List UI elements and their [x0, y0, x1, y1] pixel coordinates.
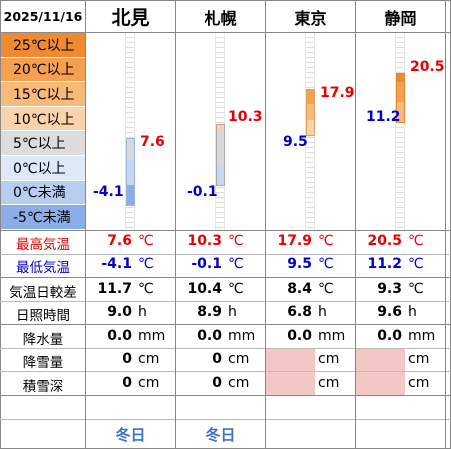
max-temp-value-shizuoka: 20.5: [367, 233, 402, 249]
snow-depth-unit-sapporo: cm: [228, 375, 250, 391]
snowfall-unit-shizuoka: cm: [408, 351, 430, 367]
temp-range-unit-tokyo: ℃: [318, 281, 334, 297]
snowdepth-na-tokyo: [266, 372, 315, 395]
precip-unit-kitami: mm: [138, 328, 166, 344]
max-temp-value-sapporo: 10.3: [187, 233, 222, 249]
temp-bar-tokyo: [306, 89, 315, 136]
max-temp-unit-shizuoka: ℃: [408, 233, 424, 249]
snowfall-na-shizuoka: [356, 348, 405, 371]
snowfall-na-tokyo: [266, 348, 315, 371]
row-label-max-temp: 最高気温: [16, 237, 70, 253]
max-temp-unit-kitami: ℃: [138, 233, 154, 249]
snowfall-value-kitami: 0: [122, 351, 132, 367]
snow-depth-unit-shizuoka: cm: [408, 375, 430, 391]
max-temp-unit-tokyo: ℃: [318, 233, 334, 249]
min-temp-unit-kitami: ℃: [138, 256, 154, 272]
sunshine-value-shizuoka: 9.6: [377, 304, 402, 320]
city-header-sapporo: 札幌: [204, 8, 237, 28]
chart-track-kitami: [125, 32, 135, 230]
sunshine-value-tokyo: 6.8: [287, 304, 312, 320]
max-temp-value-kitami: 7.6: [107, 233, 132, 249]
chart-max-label-tokyo: 17.9: [320, 85, 355, 101]
note-sapporo: 冬日: [205, 425, 236, 444]
sunshine-value-sapporo: 8.9: [197, 304, 222, 320]
temp-bar-shizuoka: [396, 73, 405, 123]
min-temp-unit-tokyo: ℃: [318, 256, 334, 272]
precip-value-tokyo: 0.0: [287, 328, 312, 344]
chart-min-label-kitami: -4.1: [93, 184, 124, 200]
snowfall-unit-tokyo: cm: [318, 351, 340, 367]
city-header-tokyo: 東京: [294, 8, 327, 28]
min-temp-value-shizuoka: 11.2: [367, 256, 402, 272]
sunshine-unit-tokyo: h: [318, 304, 327, 320]
chart-max-label-shizuoka: 20.5: [410, 59, 445, 75]
precip-unit-tokyo: mm: [318, 328, 346, 344]
temp-range-value-shizuoka: 9.3: [377, 281, 402, 297]
chart-max-label-sapporo: 10.3: [228, 109, 263, 125]
snowdepth-na-shizuoka: [356, 372, 405, 395]
legend-25-above: 25℃以上: [1, 33, 85, 58]
note-kitami: 冬日: [115, 425, 146, 444]
row-label-temp-range: 気温日較差: [9, 285, 77, 301]
snow-depth-unit-kitami: cm: [138, 375, 160, 391]
precip-value-sapporo: 0.0: [197, 328, 222, 344]
city-header-kitami: 北見: [111, 7, 150, 29]
sunshine-value-kitami: 9.0: [107, 304, 132, 320]
temp-bar-kitami: [126, 138, 135, 206]
legend-0-below: 0℃未満: [1, 180, 85, 206]
temp-range-unit-kitami: ℃: [138, 281, 154, 297]
temp-range-unit-sapporo: ℃: [228, 281, 244, 297]
sunshine-unit-shizuoka: h: [408, 304, 417, 320]
temp-range-value-kitami: 11.7: [97, 281, 132, 297]
snowfall-unit-sapporo: cm: [228, 351, 250, 367]
min-temp-unit-shizuoka: ℃: [408, 256, 424, 272]
chart-track-shizuoka: [395, 32, 405, 230]
chart-min-label-sapporo: -0.1: [187, 184, 218, 200]
max-temp-unit-sapporo: ℃: [228, 233, 244, 249]
legend-20-above: 20℃以上: [1, 57, 85, 83]
chart-max-label-kitami: 7.6: [140, 134, 165, 150]
row-label-snow-depth: 積雪深: [22, 379, 64, 395]
legend-10-above: 10℃以上: [1, 106, 85, 132]
date-label: 2025/11/16: [3, 9, 83, 24]
chart-min-label-tokyo: 9.5: [283, 134, 308, 150]
snow-depth-value-kitami: 0: [122, 375, 132, 391]
temp-range-value-tokyo: 8.4: [287, 281, 312, 297]
legend-15-above: 15℃以上: [1, 82, 85, 107]
row-label-snowfall: 降雪量: [22, 355, 64, 371]
snow-depth-unit-tokyo: cm: [318, 375, 340, 391]
sunshine-unit-kitami: h: [138, 304, 147, 320]
row-label-precip: 降水量: [22, 332, 64, 348]
min-temp-unit-sapporo: ℃: [228, 256, 244, 272]
row-label-min-temp: 最低気温: [16, 260, 70, 276]
precip-unit-sapporo: mm: [228, 328, 256, 344]
snowfall-value-sapporo: 0: [212, 351, 222, 367]
max-temp-value-tokyo: 17.9: [277, 233, 312, 249]
legend-0-above: 0℃以上: [1, 156, 85, 181]
precip-value-kitami: 0.0: [107, 328, 132, 344]
chart-min-label-shizuoka: 11.2: [366, 109, 401, 125]
min-temp-value-sapporo: -0.1: [191, 256, 222, 272]
temp-bar-sapporo: [216, 124, 225, 186]
city-header-shizuoka: 静岡: [384, 8, 417, 28]
legend-minus5-below: -5℃未満: [1, 205, 85, 230]
min-temp-value-tokyo: 9.5: [287, 256, 312, 272]
temp-range-unit-shizuoka: ℃: [408, 281, 424, 297]
precip-value-shizuoka: 0.0: [377, 328, 402, 344]
precip-unit-shizuoka: mm: [408, 328, 436, 344]
temp-range-value-sapporo: 10.4: [187, 281, 222, 297]
legend-5-above: 5℃以上: [1, 131, 85, 156]
snowfall-unit-kitami: cm: [138, 351, 160, 367]
snow-depth-value-sapporo: 0: [212, 375, 222, 391]
row-label-sunshine: 日照時間: [16, 308, 70, 324]
sunshine-unit-sapporo: h: [228, 304, 237, 320]
min-temp-value-kitami: -4.1: [101, 256, 132, 272]
